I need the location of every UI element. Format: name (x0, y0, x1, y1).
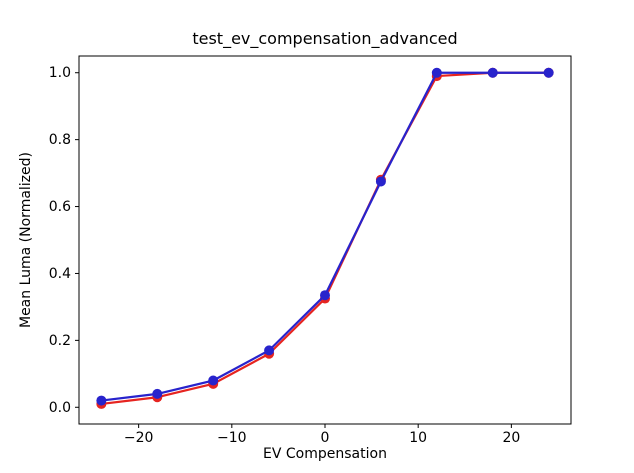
x-tick-label: 20 (502, 430, 520, 446)
red-series-line (100, 71, 550, 406)
x-tick-label: −10 (217, 430, 247, 446)
blue-series-marker (431, 67, 442, 78)
y-tick-label: 0.4 (49, 266, 71, 282)
x-axis-label: EV Compensation (263, 446, 387, 462)
blue-series-line (100, 71, 550, 402)
x-tick-label: 0 (321, 430, 330, 446)
y-tick-label: 0.8 (49, 132, 71, 148)
y-axis-label: Mean Luma (Normalized) (18, 151, 34, 329)
blue-series-marker (96, 395, 107, 406)
y-tick-label: 0.6 (49, 199, 71, 215)
axes-frame (78, 55, 572, 425)
y-tick-label: 0.2 (49, 333, 71, 349)
blue-series-marker (264, 345, 275, 356)
x-tick-label: 10 (409, 430, 427, 446)
blue-series-marker (375, 176, 386, 187)
chart-title: test_ev_compensation_advanced (192, 29, 458, 48)
y-tick-label: 1.0 (49, 65, 71, 81)
blue-series-marker (320, 290, 330, 301)
x-tick-label: −20 (124, 430, 154, 446)
blue-series-marker (152, 388, 163, 399)
blue-series-marker (487, 67, 498, 78)
y-tick-label: 0.0 (49, 400, 71, 416)
blue-series-marker (543, 67, 554, 78)
blue-series-marker (208, 375, 219, 386)
